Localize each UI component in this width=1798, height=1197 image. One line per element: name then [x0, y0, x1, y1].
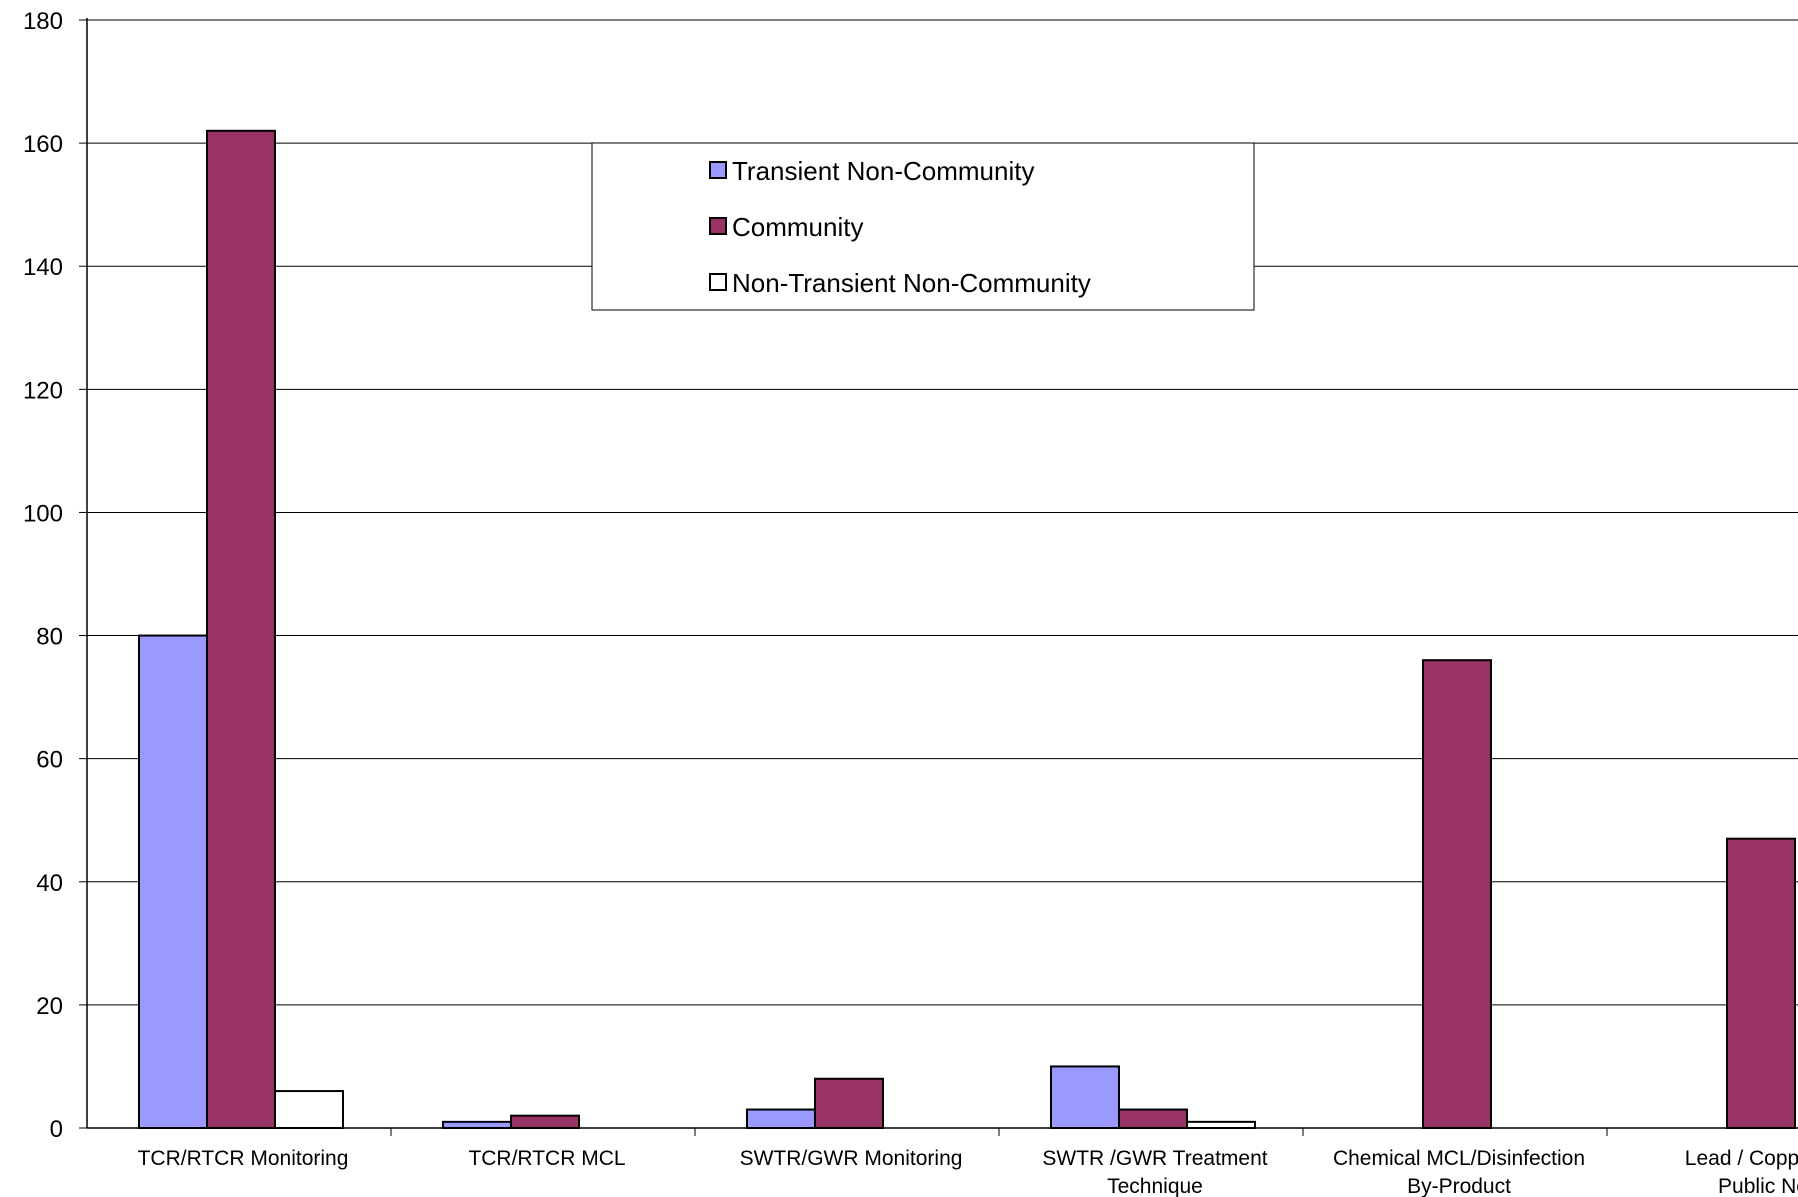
y-tick-label: 140 — [23, 254, 63, 281]
bar — [274, 1090, 344, 1129]
y-tick-label: 120 — [23, 377, 63, 404]
y-tick-label: 20 — [36, 993, 63, 1020]
x-tick-label: TCR/RTCR MCL — [468, 1147, 625, 1170]
bar — [1186, 1120, 1256, 1130]
y-tick-labels: 0 20 40 60 80 100 120 140 160 180 — [23, 8, 63, 1143]
legend: Transient Non-Community Community Non-Tran… — [591, 142, 1255, 311]
legend-label: Transient Non-Community — [732, 156, 1034, 186]
x-tick-label: Chemical MCL/Disinfection — [1333, 1147, 1585, 1170]
x-tick-labels: TCR/RTCR Monitoring TCR/RTCR MCL SWTR/GWR … — [138, 1147, 1798, 1197]
x-tick-label: By-Product — [1407, 1175, 1511, 1197]
y-tick-label: 40 — [36, 870, 63, 897]
x-tick-label: Public No — [1718, 1175, 1798, 1197]
x-tick-label: TCR/RTCR Monitoring — [138, 1147, 349, 1170]
bar — [1050, 1065, 1120, 1130]
legend-box — [591, 142, 1255, 311]
gridlines — [87, 19, 1798, 1006]
x-tick-label: Technique — [1107, 1175, 1203, 1197]
y-tick-label: 100 — [23, 500, 63, 527]
bar — [510, 1114, 580, 1129]
legend-swatch — [709, 217, 727, 235]
x-tick-label: Lead / Copper M — [1685, 1147, 1798, 1170]
y-tick-label: 180 — [23, 8, 63, 35]
bar — [1726, 837, 1796, 1129]
legend-swatch — [709, 273, 727, 291]
bar — [746, 1108, 816, 1129]
bars — [138, 129, 1796, 1130]
bar — [1118, 1108, 1188, 1129]
bar — [206, 129, 276, 1130]
bar — [814, 1077, 884, 1130]
axes — [79, 18, 1798, 1136]
legend-label: Community — [732, 212, 863, 242]
x-tick-label: SWTR/GWR Monitoring — [740, 1147, 963, 1170]
bar — [442, 1120, 512, 1130]
x-tick-label: SWTR /GWR Treatment — [1042, 1147, 1267, 1170]
bar — [1422, 659, 1492, 1130]
legend-label: Non-Transient Non-Community — [732, 268, 1091, 298]
bar — [138, 634, 208, 1129]
legend-swatch — [709, 161, 727, 179]
y-tick-label: 160 — [23, 131, 63, 158]
y-tick-label: 80 — [36, 624, 63, 651]
y-tick-label: 0 — [50, 1116, 63, 1143]
y-tick-label: 60 — [36, 747, 63, 774]
